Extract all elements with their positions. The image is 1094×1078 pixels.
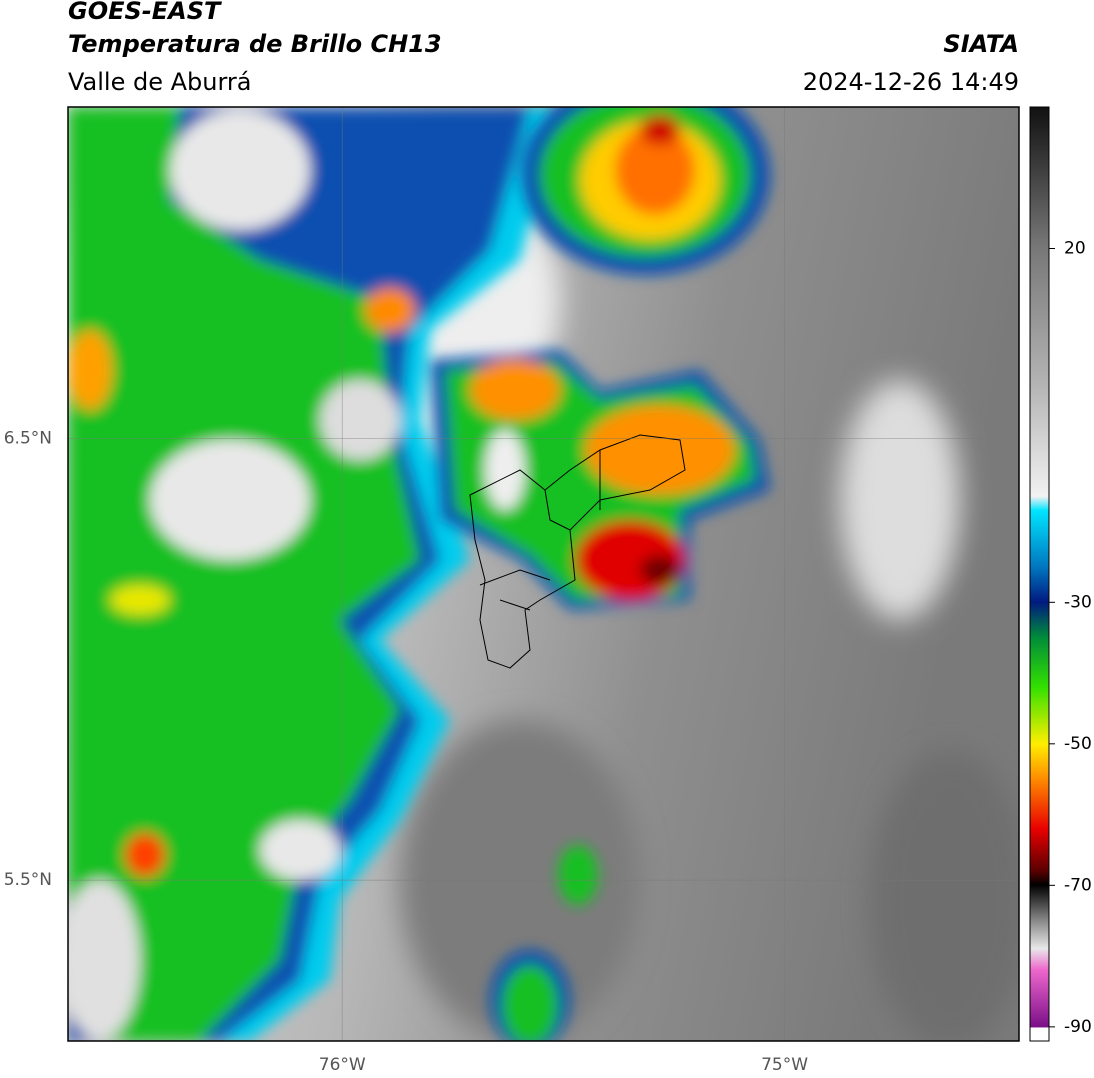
colorbar-tick-label: -30 [1064,592,1092,612]
map-frame [67,106,1020,1042]
aburra-boundaries [469,434,686,669]
region: Valle de Aburrá [68,68,252,96]
y-tick-label: 5.5°N [4,870,52,890]
datetime: 2024-12-26 14:49 [803,68,1019,96]
agency: SIATA [943,30,1019,58]
colorbar-tick-label: -90 [1064,1017,1092,1037]
colorbar-tick-label: -70 [1064,875,1092,895]
y-tick-label: 6.5°N [4,428,52,448]
product: Temperatura de Brillo CH13 [68,30,442,58]
colorbar [1029,106,1050,1042]
satellite-image [68,107,1019,1041]
x-tick-label: 76°W [319,1055,366,1075]
x-tick-label: 75°W [761,1055,808,1075]
satellite: GOES-EAST [68,0,222,25]
graticule [68,107,1019,1041]
colorbar-tick-label: -50 [1064,734,1092,754]
colorbar-tick-label: 20 [1064,239,1086,259]
